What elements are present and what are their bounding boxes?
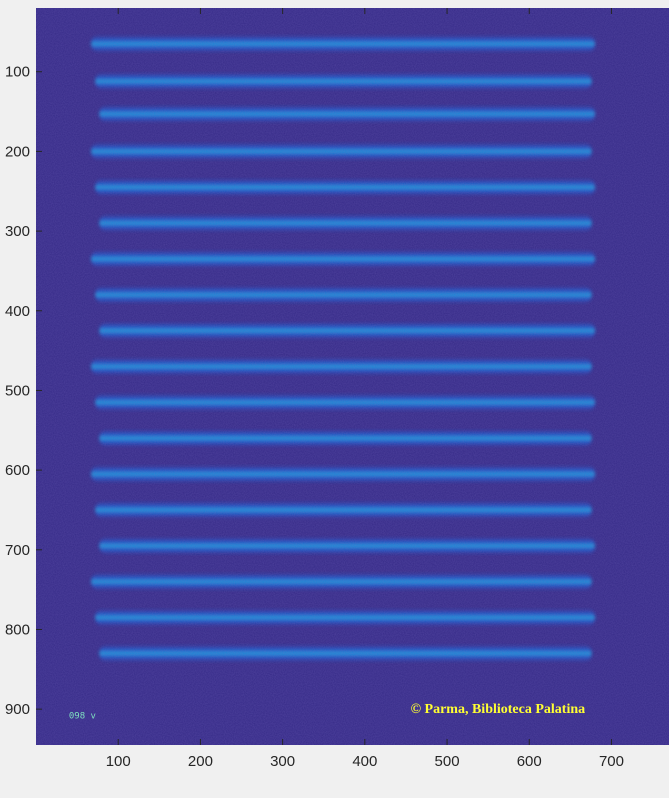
noise-layer: [36, 8, 669, 745]
x-tick-label: 400: [352, 753, 377, 770]
x-tick-label: 600: [517, 753, 542, 770]
y-tick-label: 400: [5, 303, 30, 320]
x-axis-ticks: 100 200 300 400 500 600 700: [106, 8, 624, 770]
y-axis-ticks: 100 200 300 400 500 600 700 800 900: [5, 64, 42, 718]
y-tick-label: 700: [5, 542, 30, 559]
y-tick-label: 100: [5, 64, 30, 81]
y-tick-label: 800: [5, 621, 30, 638]
noise-overlay: [36, 8, 669, 745]
y-tick-label: 600: [5, 462, 30, 479]
copyright-annotation: © Parma, Biblioteca Palatina: [411, 702, 586, 717]
x-tick-label: 700: [599, 753, 624, 770]
x-tick-label: 500: [435, 753, 460, 770]
corner-mark: 098 v: [69, 712, 96, 722]
y-tick-label: 500: [5, 382, 30, 399]
x-tick-label: 100: [106, 753, 131, 770]
x-tick-label: 300: [270, 753, 295, 770]
y-tick-label: 200: [5, 143, 30, 160]
y-tick-label: 900: [5, 701, 30, 718]
y-tick-label: 300: [5, 223, 30, 240]
x-tick-label: 200: [188, 753, 213, 770]
